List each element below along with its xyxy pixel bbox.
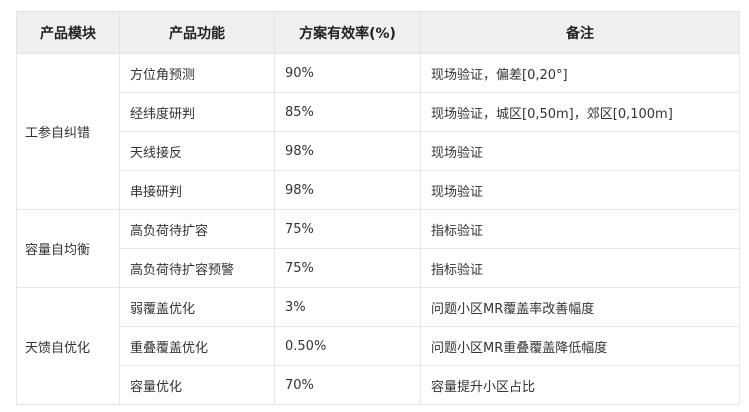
header-row: 产品模块 产品功能 方案有效率(%) 备注	[16, 11, 740, 54]
table-row: 重叠覆盖优化 0.50% 问题小区MR重叠覆盖降低幅度	[17, 326, 740, 366]
function-cell: 经纬度研判	[119, 92, 275, 132]
function-cell: 弱覆盖优化	[119, 287, 275, 327]
note-cell: 容量提升小区占比	[420, 365, 740, 405]
function-cell: 方位角预测	[119, 53, 275, 93]
product-table: 产品模块 产品功能 方案有效率(%) 备注 工参自纠错 方位角预测 90% 现场验证，…	[16, 11, 740, 405]
note-cell: 指标验证	[420, 248, 740, 288]
note-cell: 指标验证	[420, 209, 740, 249]
module-cell: 工参自纠错	[16, 53, 120, 210]
table-body: 工参自纠错 方位角预测 90% 现场验证，偏差[0,20°] 经纬度研判 85% 现场验证，…	[16, 53, 740, 405]
rate-cell: 85%	[274, 92, 421, 132]
rate-cell: 75%	[274, 209, 421, 249]
function-cell: 重叠覆盖优化	[119, 326, 275, 366]
note-cell: 现场验证	[420, 170, 740, 210]
rate-cell: 90%	[274, 53, 421, 93]
table-row: 容量优化 70% 容量提升小区占比	[17, 365, 740, 405]
note-cell: 问题小区MR重叠覆盖降低幅度	[420, 326, 740, 366]
module-cell: 天馈自优化	[16, 287, 120, 405]
note-cell: 现场验证	[420, 131, 740, 171]
table-row: 容量自均衡 高负荷待扩容 75% 指标验证	[16, 209, 740, 288]
table-row: 天线接反 98% 现场验证	[17, 131, 740, 171]
rate-cell: 0.50%	[274, 326, 421, 366]
table-row: 高负荷待扩容预警 75% 指标验证	[17, 248, 740, 288]
header-note: 备注	[420, 11, 740, 54]
note-cell: 现场验证，偏差[0,20°]	[420, 53, 740, 93]
note-cell: 问题小区MR覆盖率改善幅度	[420, 287, 740, 327]
note-cell: 现场验证，城区[0,50m]，郊区[0,100m]	[420, 92, 740, 132]
rate-cell: 98%	[274, 131, 421, 171]
rate-cell: 98%	[274, 170, 421, 210]
rate-cell: 3%	[274, 287, 421, 327]
function-cell: 高负荷待扩容预警	[119, 248, 275, 288]
table-row: 工参自纠错 方位角预测 90% 现场验证，偏差[0,20°]	[16, 53, 740, 210]
function-cell: 高负荷待扩容	[119, 209, 275, 249]
header-function: 产品功能	[119, 11, 275, 54]
function-cell: 容量优化	[119, 365, 275, 405]
function-cell: 串接研判	[119, 170, 275, 210]
header-module: 产品模块	[16, 11, 120, 54]
table-row: 经纬度研判 85% 现场验证，城区[0,50m]，郊区[0,100m]	[17, 92, 740, 132]
function-cell: 天线接反	[119, 131, 275, 171]
module-cell: 容量自均衡	[16, 209, 120, 288]
rate-cell: 75%	[274, 248, 421, 288]
table-row: 串接研判 98% 现场验证	[17, 170, 740, 210]
table-row: 天馈自优化 弱覆盖优化 3% 问题小区MR覆盖率改善幅度	[16, 287, 740, 405]
header-rate: 方案有效率(%)	[274, 11, 421, 54]
rate-cell: 70%	[274, 365, 421, 405]
